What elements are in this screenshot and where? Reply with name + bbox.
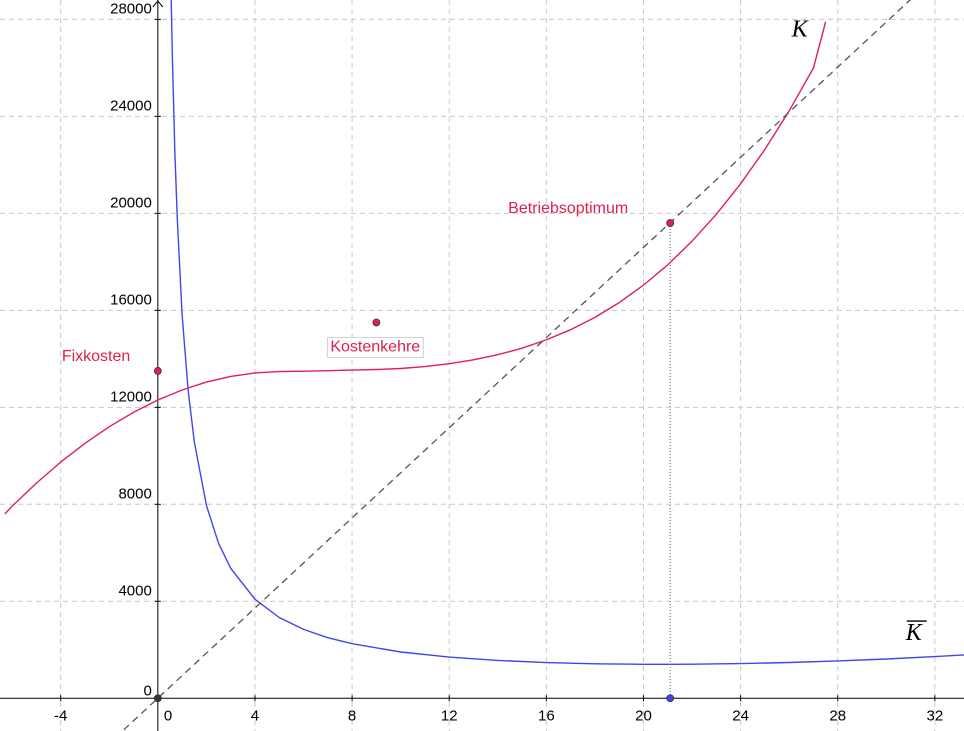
series-line-2 <box>123 0 911 731</box>
x-tick-label: 4 <box>251 707 259 724</box>
y-tick-label: 28000 <box>110 0 152 17</box>
point-mark <box>372 318 381 327</box>
series-layer <box>4 0 964 731</box>
label-layer: Fixkosten Kostenkehre Betriebsoptimum K K <box>62 16 927 646</box>
curve-label-kbar: K <box>905 620 924 646</box>
x-tick-label: 32 <box>927 707 944 724</box>
y-tick-label: 8000 <box>118 485 151 502</box>
x-tick-label: 8 <box>348 707 356 724</box>
y-axis-arrow <box>152 0 164 8</box>
point-layer <box>153 219 675 703</box>
point-mark <box>666 694 675 703</box>
x-tick-label: 12 <box>441 707 458 724</box>
point-mark <box>153 694 162 703</box>
x-tick-label: 20 <box>635 707 652 724</box>
y-tick-label: 12000 <box>110 388 152 405</box>
x-tick-label: 24 <box>732 707 749 724</box>
point-mark <box>666 219 675 227</box>
label-box <box>326 336 424 358</box>
x-tick-label: 16 <box>538 707 555 724</box>
y-tick-label: 4000 <box>118 582 151 599</box>
x-tick-label: 0 <box>164 707 172 724</box>
x-tick-label: -4 <box>54 707 67 724</box>
y-tick-label: 20000 <box>110 194 152 211</box>
series-line-0 <box>4 21 827 515</box>
point-label-kostenkehre: Kostenkehre <box>330 338 420 355</box>
point-label-betriebsoptimum: Betriebsoptimum <box>508 200 628 217</box>
y-tick-label: 0 <box>143 682 151 699</box>
series-line-1 <box>170 0 964 665</box>
y-tick-label: 24000 <box>110 97 152 114</box>
point-label-fixkosten: Fixkosten <box>62 348 130 365</box>
tick-labels: -4 0 4 8 12 16 20 24 28 32 0 4000 8000 12000 16000 2000… <box>54 0 943 724</box>
x-tick-label: 28 <box>829 707 846 724</box>
curve-label-k: K <box>791 16 810 42</box>
point-mark <box>153 367 162 375</box>
y-tick-label: 16000 <box>110 291 152 308</box>
